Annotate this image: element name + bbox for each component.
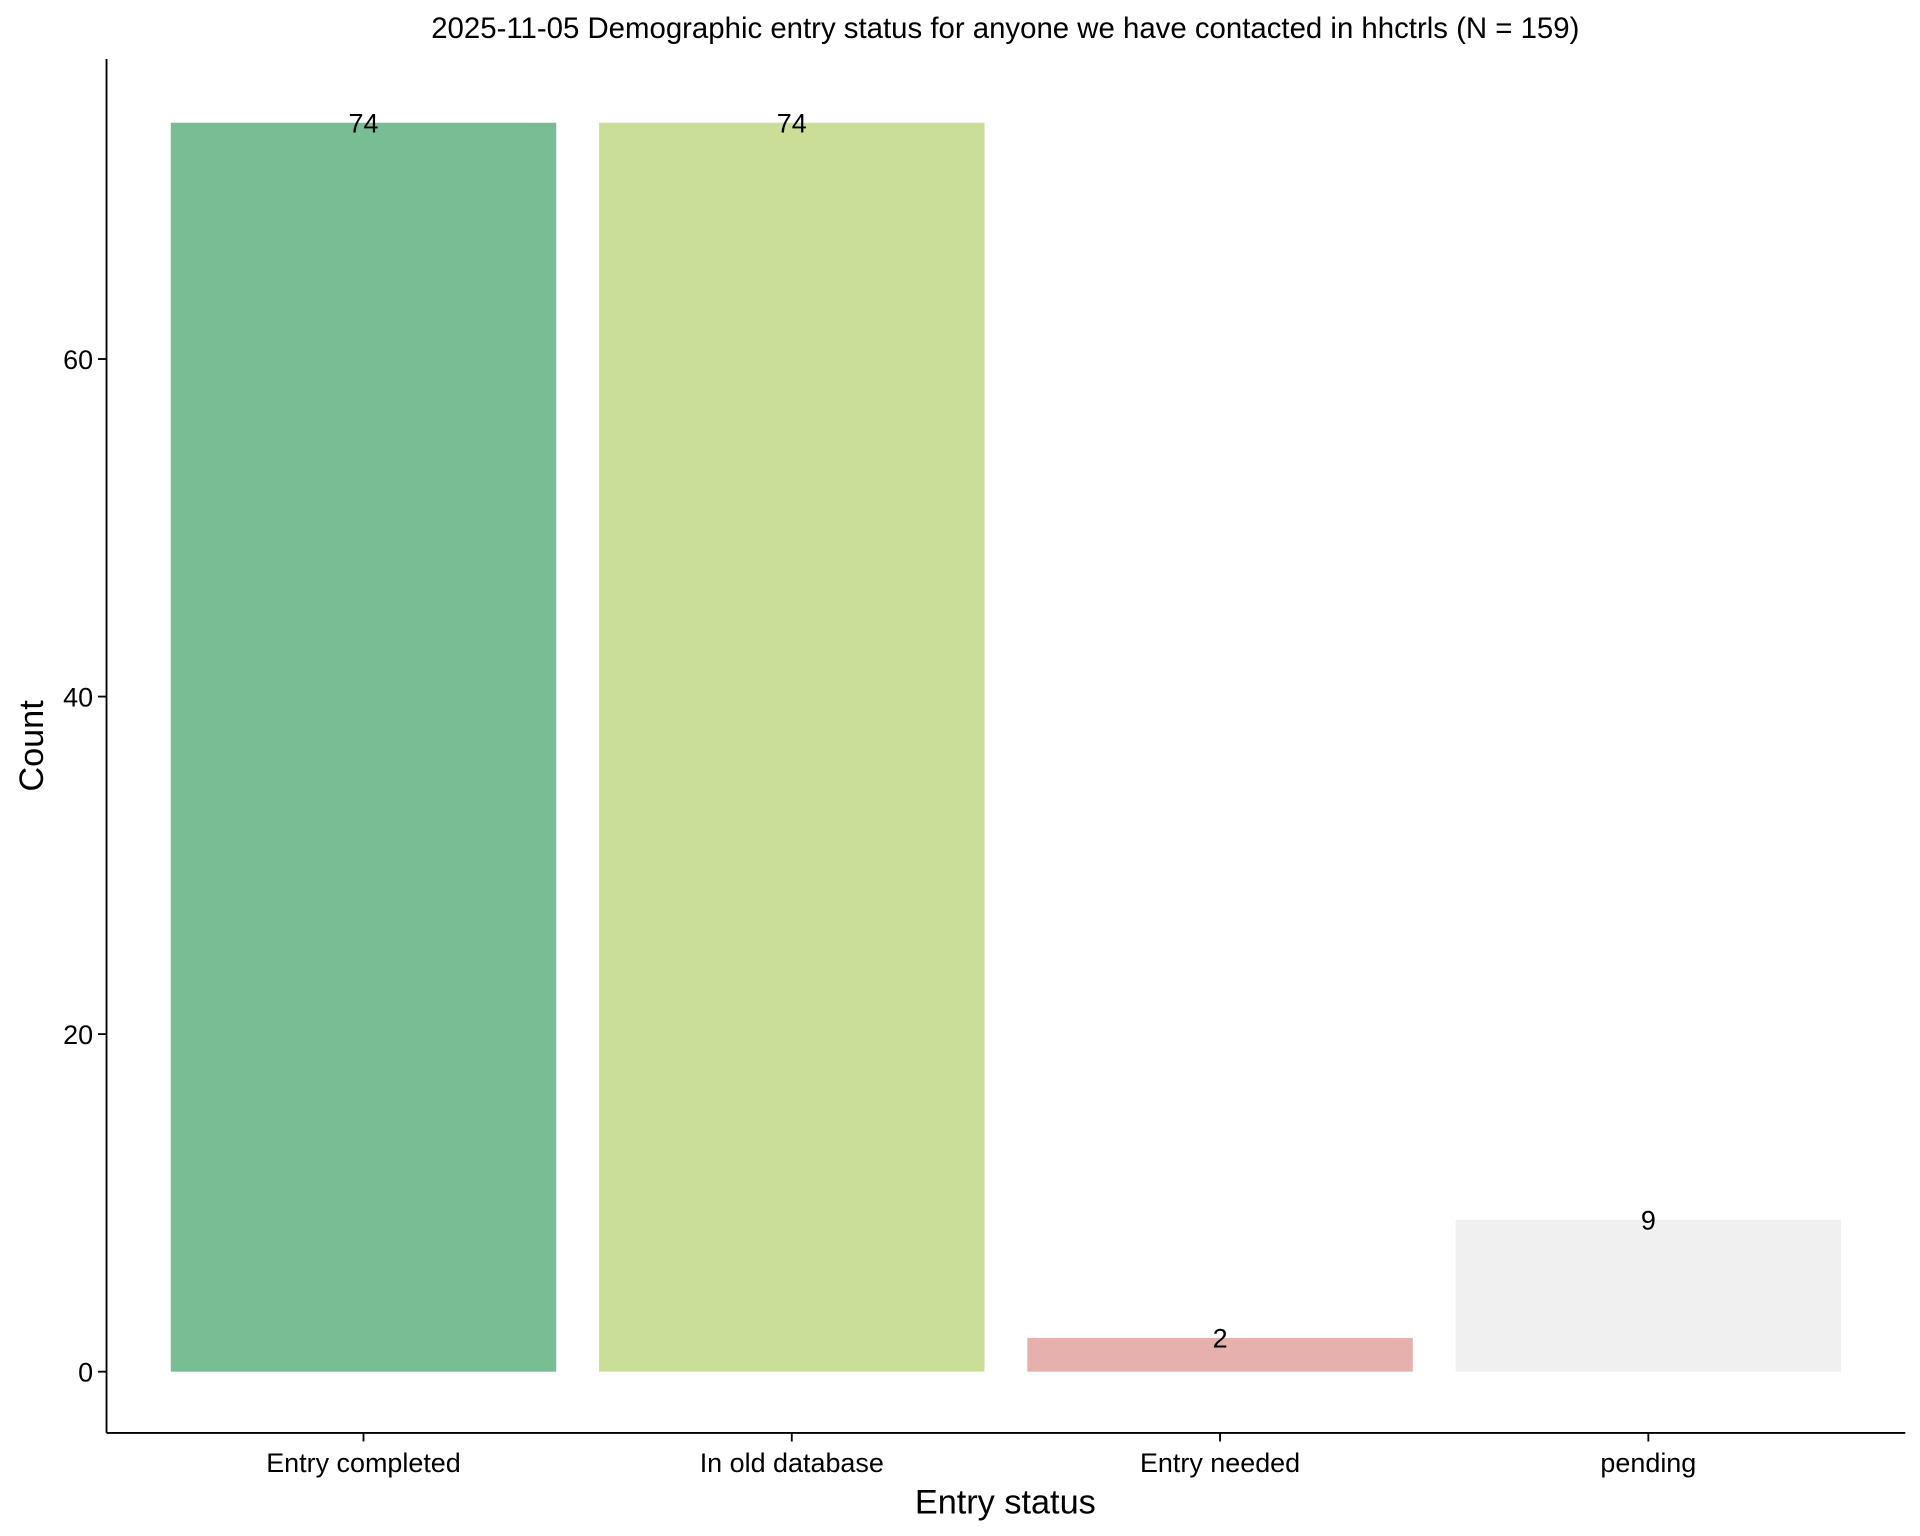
y-tick-label: 60 bbox=[63, 345, 93, 375]
x-tick-label: pending bbox=[1600, 1448, 1696, 1478]
x-tick-label: Entry completed bbox=[266, 1448, 461, 1478]
data-label: 74 bbox=[349, 109, 379, 139]
data-label: 74 bbox=[777, 109, 807, 139]
y-tick-label: 20 bbox=[63, 1020, 93, 1050]
bar-entry-needed bbox=[1027, 1337, 1413, 1372]
x-tick-label: Entry needed bbox=[1140, 1448, 1300, 1478]
bar-in-old-database bbox=[599, 122, 985, 1372]
bar-entry-completed bbox=[170, 122, 557, 1372]
x-tick-label: In old database bbox=[700, 1448, 884, 1478]
data-label: 9 bbox=[1641, 1206, 1656, 1236]
y-axis-title: Count bbox=[13, 700, 51, 792]
y-axis-ticks: 0 20 40 60 bbox=[63, 345, 107, 1387]
x-axis-title: Entry status bbox=[915, 1484, 1096, 1522]
bars-group bbox=[170, 122, 1842, 1372]
y-tick-label: 40 bbox=[63, 682, 93, 712]
y-tick-label: 0 bbox=[78, 1357, 93, 1387]
chart-title: 2025-11-05 Demographic entry status for … bbox=[431, 12, 1579, 45]
bar-pending bbox=[1455, 1219, 1842, 1372]
data-label: 2 bbox=[1213, 1324, 1228, 1354]
x-axis-ticks: Entry completed In old database Entry need… bbox=[266, 1432, 1696, 1478]
data-labels-group: 74 74 2 9 bbox=[349, 109, 1656, 1354]
